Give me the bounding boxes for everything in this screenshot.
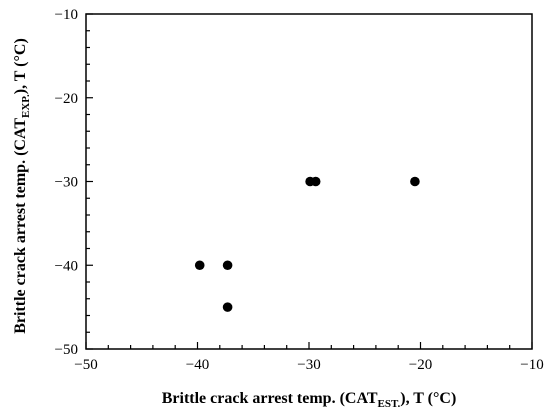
x-tick-label: −50 [74, 357, 97, 373]
data-point [310, 176, 321, 187]
data-point [410, 176, 420, 187]
x-tick-label: −40 [186, 357, 209, 373]
y-axis-title: Brittle crack arrest temp. (CATEXP.), T … [12, 38, 32, 334]
x-tick-label: −10 [520, 357, 543, 373]
y-tick-label: −20 [55, 91, 78, 107]
y-tick-label: −40 [55, 258, 78, 274]
y-tick-label: −30 [55, 175, 78, 191]
data-point [222, 302, 233, 312]
y-tick-label: −10 [55, 7, 78, 23]
x-axis-ticks: −50 −40 −30 −20 −10 [74, 342, 544, 373]
x-tick-label: −20 [409, 357, 432, 373]
y-axis-ticks: −50 −40 −30 −20 −10 [55, 7, 93, 358]
data-point [194, 260, 205, 271]
x-tick-label: −30 [297, 357, 320, 373]
y-tick-label: −50 [55, 342, 78, 358]
data-points [194, 176, 420, 312]
x-axis-title: Brittle crack arrest temp. (CATEST.), T … [162, 390, 457, 410]
data-point [222, 260, 233, 271]
